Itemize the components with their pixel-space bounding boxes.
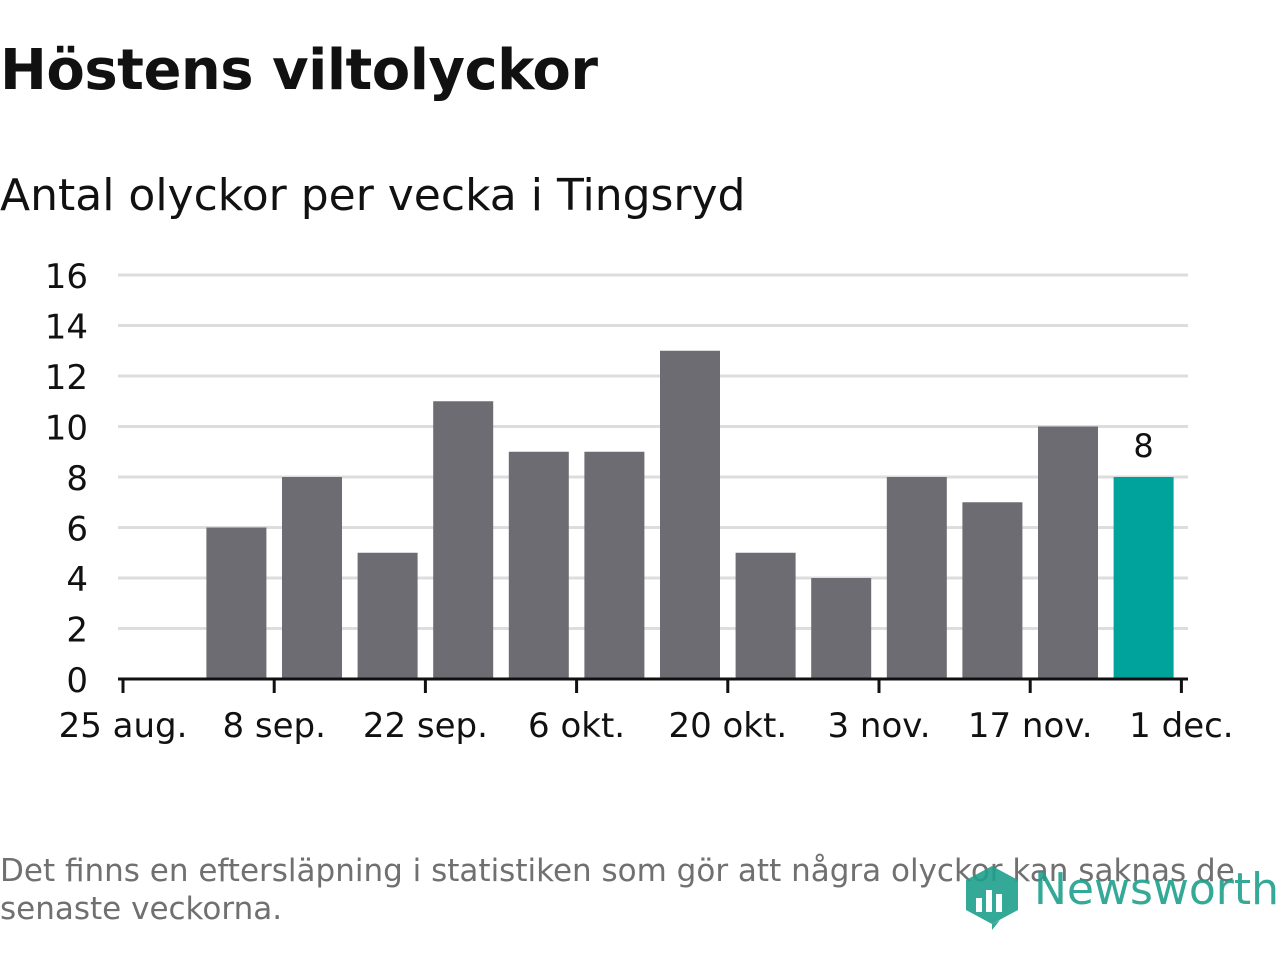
chart-title: Höstens viltolyckor xyxy=(0,38,598,103)
bars: 8 xyxy=(206,350,1174,679)
bar xyxy=(1038,426,1098,679)
bar xyxy=(508,451,569,679)
axes: 0 2 4 6 8 10 12 14 16 25 aug. 8 sep. 22 sep. 6 okt. 2… xyxy=(45,257,1234,746)
chart-subtitle: Antal olyckor per vecka i Tingsryd xyxy=(0,170,746,221)
bar xyxy=(735,552,796,679)
y-tick-label: 0 xyxy=(66,661,88,701)
y-tick-label: 10 xyxy=(45,409,88,449)
bar xyxy=(811,578,872,679)
bar xyxy=(660,350,720,679)
y-tick-label: 6 xyxy=(66,510,88,550)
data-label: 8 xyxy=(1133,427,1153,465)
x-tick-label: 25 aug. xyxy=(59,706,188,746)
bar xyxy=(206,527,267,679)
y-tick-label: 12 xyxy=(45,358,88,398)
y-tick-label: 2 xyxy=(66,611,88,651)
x-tick-label: 1 dec. xyxy=(1129,706,1233,746)
x-tick-label: 8 sep. xyxy=(222,706,325,746)
y-tick-label: 14 xyxy=(45,308,88,348)
brand-logo: Newsworthy xyxy=(962,862,1280,932)
bar xyxy=(357,552,418,679)
y-tick-label: 8 xyxy=(66,459,88,499)
brand-name: Newsworthy xyxy=(1034,864,1280,915)
x-tick-label: 3 nov. xyxy=(827,706,930,746)
bar xyxy=(962,502,1023,679)
x-tick-label: 17 nov. xyxy=(968,706,1093,746)
bar xyxy=(433,401,494,679)
highlight-bar xyxy=(1113,477,1174,679)
newsworthy-logo-icon xyxy=(966,866,1018,930)
bar xyxy=(584,451,645,679)
footnote: Det finns en eftersläpning i statistiken… xyxy=(0,853,1235,927)
bar-chart: 8 0 2 4 6 8 10 12 14 16 25 aug. 8 sep. 22 sep. 6 okt… xyxy=(45,257,1234,746)
x-tick-label: 20 okt. xyxy=(668,706,787,746)
gridlines xyxy=(118,273,1188,630)
y-tick-label: 16 xyxy=(45,257,88,297)
y-tick-label: 4 xyxy=(66,560,88,600)
bar xyxy=(282,477,342,679)
x-tick-label: 6 okt. xyxy=(528,706,625,746)
x-tick-label: 22 sep. xyxy=(363,706,488,746)
bar xyxy=(886,477,947,679)
